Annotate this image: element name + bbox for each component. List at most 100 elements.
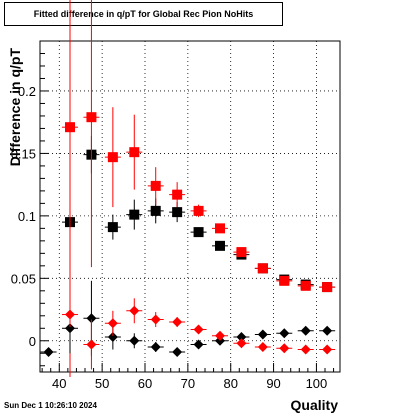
diamond-marker xyxy=(65,309,75,320)
data-point xyxy=(190,204,207,218)
data-point xyxy=(212,330,228,341)
x-tick-label: 80 xyxy=(223,376,237,391)
square-marker xyxy=(193,227,204,238)
square-marker xyxy=(150,205,161,216)
data-point xyxy=(40,347,57,358)
data-point xyxy=(190,324,207,335)
data-point xyxy=(104,214,121,240)
data-point xyxy=(254,263,271,274)
data-point xyxy=(297,280,314,291)
data-point xyxy=(319,282,336,293)
diamond-marker xyxy=(129,335,140,346)
diamond-marker xyxy=(322,344,333,355)
data-point xyxy=(126,333,143,349)
diamond-marker xyxy=(172,347,183,358)
data-point xyxy=(297,325,314,336)
data-point xyxy=(233,332,250,343)
y-tick-label: 0.2 xyxy=(18,84,36,99)
diamond-marker xyxy=(150,342,161,353)
data-point xyxy=(126,114,143,190)
data-point xyxy=(254,342,271,353)
data-point xyxy=(276,328,293,339)
data-point xyxy=(104,310,121,336)
diamond-marker xyxy=(107,332,118,343)
x-axis-label: Quality xyxy=(291,397,339,413)
diamond-marker xyxy=(300,344,311,355)
square-marker xyxy=(257,263,268,274)
data-point xyxy=(276,275,293,286)
diamond-marker xyxy=(257,342,268,353)
data-point xyxy=(62,0,78,377)
data-point xyxy=(319,325,336,336)
x-tick-label: 40 xyxy=(52,376,66,391)
diamond-marker xyxy=(279,343,290,354)
data-point xyxy=(212,240,228,251)
diamond-marker xyxy=(107,318,118,329)
data-point xyxy=(254,329,271,340)
diamond-marker xyxy=(300,325,311,336)
data-series xyxy=(40,0,336,377)
data-point xyxy=(276,343,293,354)
square-marker xyxy=(172,207,183,218)
data-point xyxy=(62,302,78,328)
data-point xyxy=(126,298,143,324)
data-point xyxy=(169,347,186,358)
diamond-marker xyxy=(193,339,204,350)
diamond-marker xyxy=(236,338,247,349)
square-marker xyxy=(215,223,225,234)
square-marker xyxy=(65,122,75,133)
diamond-marker xyxy=(86,339,97,350)
square-marker xyxy=(300,280,311,291)
diamond-marker xyxy=(43,347,54,358)
diamond-marker xyxy=(129,305,140,316)
data-point xyxy=(233,338,250,349)
data-point xyxy=(83,0,100,268)
square-marker xyxy=(129,147,140,158)
x-tick-label: 50 xyxy=(95,376,109,391)
y-tick-label: 0.15 xyxy=(11,146,36,161)
square-marker xyxy=(193,205,204,216)
data-point xyxy=(126,199,143,230)
diamond-marker xyxy=(322,325,333,336)
chart-title: Fitted difference in q/pT for Global Rec… xyxy=(4,2,283,26)
diamond-marker xyxy=(86,313,97,324)
y-tick-label: 0 xyxy=(29,334,36,349)
x-tick-label: 60 xyxy=(138,376,152,391)
data-point xyxy=(147,342,164,353)
diamond-marker xyxy=(150,314,161,325)
x-tick-label: 100 xyxy=(306,376,328,391)
diamond-marker xyxy=(172,317,183,328)
gridlines xyxy=(40,41,340,372)
square-marker xyxy=(215,240,225,251)
diamond-marker xyxy=(65,323,75,334)
square-marker xyxy=(129,209,140,220)
square-marker xyxy=(279,275,290,286)
y-tick-label: 0.05 xyxy=(11,271,36,286)
diamond-marker xyxy=(193,324,204,335)
data-point xyxy=(297,344,314,355)
timestamp: Sun Dec 1 10:26:10 2024 xyxy=(4,401,97,410)
data-point xyxy=(147,312,164,328)
x-tick-label: 90 xyxy=(266,376,280,391)
square-marker xyxy=(322,282,333,293)
diamond-marker xyxy=(279,328,290,339)
diamond-marker xyxy=(236,332,247,343)
diamond-marker xyxy=(215,330,225,341)
data-point xyxy=(104,107,121,208)
square-marker xyxy=(107,152,118,163)
data-point xyxy=(169,317,186,328)
data-point xyxy=(83,319,100,370)
y-tick-label: 0.1 xyxy=(18,209,36,224)
square-marker xyxy=(107,222,118,233)
data-point xyxy=(319,344,336,355)
data-point xyxy=(169,182,186,208)
data-point xyxy=(190,227,207,238)
data-point xyxy=(147,167,164,205)
diamond-marker xyxy=(257,329,268,340)
square-marker xyxy=(236,247,247,258)
square-marker xyxy=(172,189,183,200)
plot-frame xyxy=(39,40,341,373)
square-marker xyxy=(86,112,97,123)
y-axis-label: Difference in q/pT xyxy=(7,48,23,167)
